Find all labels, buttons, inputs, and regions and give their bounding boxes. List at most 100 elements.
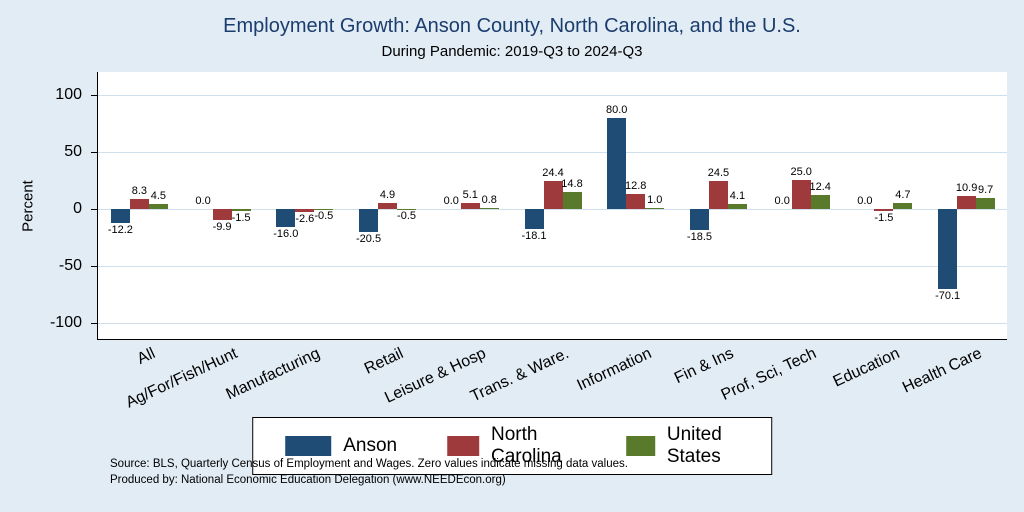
y-tick-mark <box>91 208 97 210</box>
bar-value-label: 4.1 <box>729 190 746 203</box>
x-tick-label-fin-ins: Fin & Ins <box>672 345 737 388</box>
y-axis: 100 50 0 -50 -100 <box>0 72 97 340</box>
legend-label: North Carolina <box>490 424 562 467</box>
bar-anson-information <box>607 117 627 209</box>
legend-item-united-states: United States <box>625 424 739 468</box>
legend-swatch-anson <box>285 436 332 456</box>
bar-value-label: 80.0 <box>606 103 628 116</box>
bar-value-label: 4.7 <box>895 189 911 202</box>
bar-value-label: 14.8 <box>561 177 583 190</box>
bar-value-label: -70.1 <box>935 289 961 302</box>
bar-value-label: 25.0 <box>790 166 812 179</box>
bar-north-carolina-ag-for-fish-hunt <box>212 208 232 221</box>
y-tick-label: -50 <box>58 256 82 274</box>
y-tick-label: 0 <box>73 199 82 217</box>
y-tick-mark <box>91 322 97 324</box>
bar-value-label: 24.5 <box>707 166 730 179</box>
bar-north-carolina-fin-ins <box>708 180 728 209</box>
legend-item-north-carolina: North Carolina <box>447 424 576 468</box>
y-tick-label: 50 <box>64 142 82 160</box>
bar-north-carolina-information <box>626 194 646 209</box>
bar-united-states-prof-sci-tech <box>810 194 830 209</box>
bar-north-carolina-leisure-hosp <box>460 203 480 209</box>
x-tick-label-manufacturing: Manufacturing <box>223 345 324 404</box>
legend-swatch-united-states <box>625 436 655 456</box>
bar-value-label: 0.0 <box>195 194 211 207</box>
bar-united-states-manufacturing <box>314 208 334 210</box>
gridline <box>98 208 1007 210</box>
bar-value-label: 24.4 <box>542 167 564 180</box>
gridline <box>98 151 1007 153</box>
x-tick-label-education: Education <box>830 345 903 391</box>
bar-value-label: 4.5 <box>150 189 167 202</box>
footnotes: Source: BLS, Quarterly Census of Employm… <box>110 457 628 488</box>
gridline <box>98 94 1007 96</box>
bar-united-states-education <box>893 203 913 209</box>
chart-title: Employment Growth: Anson County, North C… <box>223 15 801 37</box>
y-tick-mark <box>91 151 97 153</box>
source-note: Source: BLS, Quarterly Census of Employm… <box>110 458 628 470</box>
bar-value-label: 12.8 <box>625 180 647 193</box>
y-tick-mark <box>91 94 97 96</box>
bar-value-label: -2.6 <box>295 212 315 225</box>
bar-value-label: -1.5 <box>874 211 894 224</box>
bar-value-label: -0.5 <box>314 210 334 223</box>
x-axis-labels: All Ag/For/Fish/Hunt Manufacturing Retail Le… <box>97 343 1007 415</box>
bar-united-states-all <box>148 203 168 209</box>
bar-anson-retail <box>359 208 379 233</box>
bar-value-label: -0.5 <box>397 210 417 223</box>
bar-anson-health-care <box>938 208 958 289</box>
bar-value-label: 12.4 <box>809 180 831 193</box>
bar-value-label: -12.2 <box>107 223 133 236</box>
gridline <box>98 265 1007 267</box>
x-tick-label-all: All <box>134 345 158 368</box>
bar-value-label: 4.9 <box>379 189 396 202</box>
bar-value-label: -1.5 <box>231 211 251 224</box>
bar-value-label: 0.0 <box>443 194 459 207</box>
bar-north-carolina-prof-sci-tech <box>791 180 811 209</box>
bar-value-label: 1.0 <box>647 193 663 206</box>
x-tick-label-retail: Retail <box>361 345 406 378</box>
x-tick-label-information: Information <box>574 345 654 395</box>
bar-anson-manufacturing <box>276 208 296 228</box>
bar-north-carolina-health-care <box>957 196 977 209</box>
bar-united-states-fin-ins <box>727 204 747 209</box>
y-tick-label: 100 <box>55 85 82 103</box>
produced-note: Produced by: National Economic Education… <box>110 473 506 486</box>
bar-north-carolina-trans-ware <box>543 181 563 209</box>
bar-united-states-trans-ware <box>562 191 582 209</box>
bar-value-label: 0.0 <box>857 194 873 207</box>
bar-north-carolina-manufacturing <box>295 208 315 212</box>
bar-north-carolina-education <box>874 208 894 211</box>
chart-subtitle: During Pandemic: 2019-Q3 to 2024-Q3 <box>381 43 643 60</box>
bar-value-label: -20.5 <box>355 233 382 246</box>
bar-anson-fin-ins <box>689 208 709 230</box>
bar-united-states-retail <box>397 208 417 210</box>
legend-swatch-north-carolina <box>447 436 479 456</box>
bar-anson-all <box>110 208 130 223</box>
plot-area: -12.2 8.3 4.5 0.0 -9.9 -1.5 -16.0 -2.6 -0.5 -20.5… <box>97 72 1007 340</box>
bar-united-states-ag-for-fish-hunt <box>231 208 251 211</box>
bar-value-label: 10.9 <box>955 182 978 195</box>
legend-item-anson: Anson <box>285 435 397 457</box>
bar-value-label: 0.8 <box>481 193 497 206</box>
x-tick-label-prof-sci-tech: Prof, Sci, Tech <box>718 345 820 404</box>
bar-value-label: 9.7 <box>977 183 994 196</box>
bar-value-label: -18.5 <box>686 230 712 243</box>
y-tick-mark <box>91 265 97 267</box>
y-tick-label: -100 <box>49 313 82 331</box>
bar-anson-trans-ware <box>524 208 544 230</box>
gridline <box>98 322 1007 324</box>
bar-north-carolina-retail <box>378 203 398 209</box>
bar-value-label: -9.9 <box>212 221 232 234</box>
bar-value-label: 8.3 <box>131 185 148 198</box>
x-tick-label-health-care: Health Care <box>900 345 985 397</box>
bar-united-states-health-care <box>976 197 996 209</box>
bar-value-label: 5.1 <box>462 189 478 202</box>
bar-value-label: -16.0 <box>273 228 299 241</box>
legend-label: Anson <box>343 435 398 456</box>
bar-value-label: 0.0 <box>774 194 790 207</box>
legend: Anson North Carolina United States <box>252 417 772 475</box>
bar-united-states-information <box>645 207 665 209</box>
